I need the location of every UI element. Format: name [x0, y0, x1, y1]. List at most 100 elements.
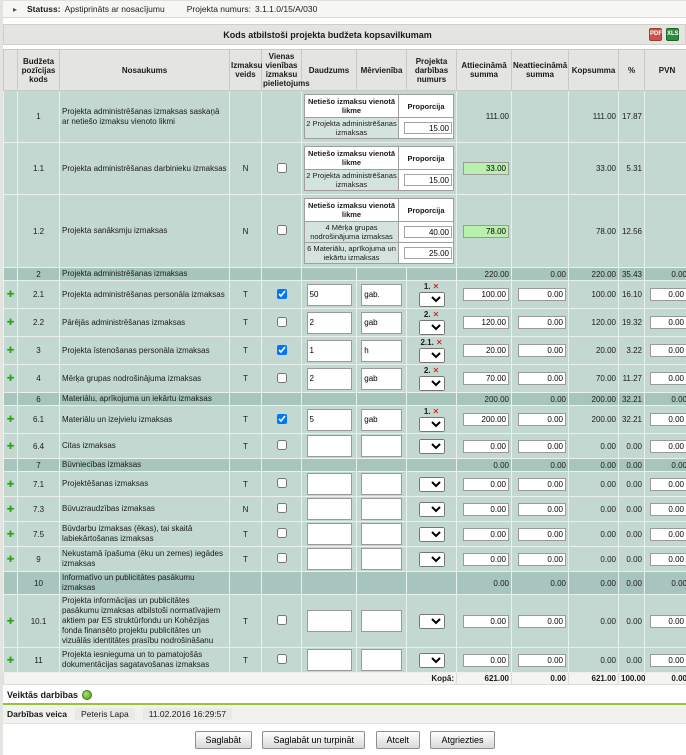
activity-select[interactable]	[419, 477, 445, 492]
quantity-input[interactable]	[307, 523, 352, 545]
ineligible-amount-input[interactable]	[518, 503, 566, 516]
ineligible-amount-input[interactable]	[518, 288, 566, 301]
unit-input[interactable]	[361, 340, 402, 362]
unit-cost-checkbox[interactable]	[277, 615, 287, 625]
unit-input[interactable]	[361, 409, 402, 431]
unit-input[interactable]	[361, 523, 402, 545]
activity-select[interactable]	[419, 292, 445, 307]
unit-cost-checkbox[interactable]	[277, 345, 287, 355]
unit-input[interactable]	[361, 473, 402, 495]
eligible-amount-input[interactable]	[463, 478, 509, 491]
add-row-icon[interactable]: ✚	[7, 345, 15, 355]
vat-input[interactable]	[650, 503, 686, 516]
eligible-amount-input[interactable]	[463, 413, 509, 426]
unit-input[interactable]	[361, 649, 402, 671]
ineligible-amount-input[interactable]	[518, 553, 566, 566]
unit-input[interactable]	[361, 435, 402, 457]
quantity-input[interactable]	[307, 473, 352, 495]
quantity-input[interactable]	[307, 435, 352, 457]
add-row-icon[interactable]: ✚	[7, 414, 15, 424]
ineligible-amount-input[interactable]	[518, 344, 566, 357]
vat-input[interactable]	[650, 478, 686, 491]
pdf-export-icon[interactable]: PDF	[649, 28, 662, 41]
unit-cost-checkbox[interactable]	[277, 163, 287, 173]
quantity-input[interactable]	[307, 312, 352, 334]
help-icon[interactable]	[82, 690, 92, 700]
eligible-amount-input[interactable]	[463, 225, 509, 238]
ineligible-amount-input[interactable]	[518, 372, 566, 385]
activity-select[interactable]	[419, 552, 445, 567]
eligible-amount-input[interactable]	[463, 162, 509, 175]
remove-activity-icon[interactable]: ✕	[436, 338, 443, 347]
activity-select[interactable]	[419, 417, 445, 432]
activity-select[interactable]	[419, 502, 445, 517]
eligible-amount-input[interactable]	[463, 553, 509, 566]
activity-select[interactable]	[419, 614, 445, 629]
activity-select[interactable]	[419, 439, 445, 454]
activity-select[interactable]	[419, 527, 445, 542]
vat-input[interactable]	[650, 528, 686, 541]
add-row-icon[interactable]: ✚	[7, 373, 15, 383]
unit-cost-checkbox[interactable]	[277, 317, 287, 327]
eligible-amount-input[interactable]	[463, 372, 509, 385]
unit-cost-checkbox[interactable]	[277, 440, 287, 450]
proportion-input[interactable]	[404, 247, 452, 259]
add-row-icon[interactable]: ✚	[7, 616, 15, 626]
ineligible-amount-input[interactable]	[518, 478, 566, 491]
save-button[interactable]: Saglabāt	[195, 731, 253, 749]
collapse-triangle-icon[interactable]: ▸	[13, 5, 17, 14]
vat-input[interactable]	[650, 344, 686, 357]
proportion-input[interactable]	[404, 226, 452, 238]
add-row-icon[interactable]: ✚	[7, 317, 15, 327]
unit-cost-checkbox[interactable]	[277, 414, 287, 424]
proportion-input[interactable]	[404, 174, 452, 186]
unit-cost-checkbox[interactable]	[277, 478, 287, 488]
proportion-input[interactable]	[404, 122, 452, 134]
vat-input[interactable]	[650, 615, 686, 628]
eligible-amount-input[interactable]	[463, 288, 509, 301]
eligible-amount-input[interactable]	[463, 654, 509, 667]
vat-input[interactable]	[650, 372, 686, 385]
quantity-input[interactable]	[307, 368, 352, 390]
ineligible-amount-input[interactable]	[518, 615, 566, 628]
unit-cost-checkbox[interactable]	[277, 225, 287, 235]
eligible-amount-input[interactable]	[463, 316, 509, 329]
eligible-amount-input[interactable]	[463, 440, 509, 453]
add-row-icon[interactable]: ✚	[7, 554, 15, 564]
ineligible-amount-input[interactable]	[518, 440, 566, 453]
quantity-input[interactable]	[307, 498, 352, 520]
cancel-button[interactable]: Atcelt	[376, 731, 421, 749]
add-row-icon[interactable]: ✚	[7, 655, 15, 665]
eligible-amount-input[interactable]	[463, 344, 509, 357]
ineligible-amount-input[interactable]	[518, 528, 566, 541]
unit-input[interactable]	[361, 548, 402, 570]
activity-select[interactable]	[419, 320, 445, 335]
unit-cost-checkbox[interactable]	[277, 528, 287, 538]
add-row-icon[interactable]: ✚	[7, 289, 15, 299]
excel-export-icon[interactable]: XLS	[666, 28, 679, 41]
unit-cost-checkbox[interactable]	[277, 373, 287, 383]
add-row-icon[interactable]: ✚	[7, 529, 15, 539]
unit-cost-checkbox[interactable]	[277, 654, 287, 664]
add-row-icon[interactable]: ✚	[7, 441, 15, 451]
remove-activity-icon[interactable]: ✕	[432, 310, 439, 319]
vat-input[interactable]	[650, 553, 686, 566]
save-continue-button[interactable]: Saglabāt un turpināt	[262, 731, 365, 749]
add-row-icon[interactable]: ✚	[7, 479, 15, 489]
quantity-input[interactable]	[307, 610, 352, 632]
quantity-input[interactable]	[307, 649, 352, 671]
quantity-input[interactable]	[307, 548, 352, 570]
vat-input[interactable]	[650, 316, 686, 329]
unit-cost-checkbox[interactable]	[277, 289, 287, 299]
eligible-amount-input[interactable]	[463, 503, 509, 516]
activity-select[interactable]	[419, 376, 445, 391]
ineligible-amount-input[interactable]	[518, 316, 566, 329]
eligible-amount-input[interactable]	[463, 528, 509, 541]
unit-input[interactable]	[361, 498, 402, 520]
eligible-amount-input[interactable]	[463, 615, 509, 628]
remove-activity-icon[interactable]: ✕	[432, 366, 439, 375]
unit-input[interactable]	[361, 368, 402, 390]
ineligible-amount-input[interactable]	[518, 654, 566, 667]
quantity-input[interactable]	[307, 409, 352, 431]
unit-cost-checkbox[interactable]	[277, 503, 287, 513]
